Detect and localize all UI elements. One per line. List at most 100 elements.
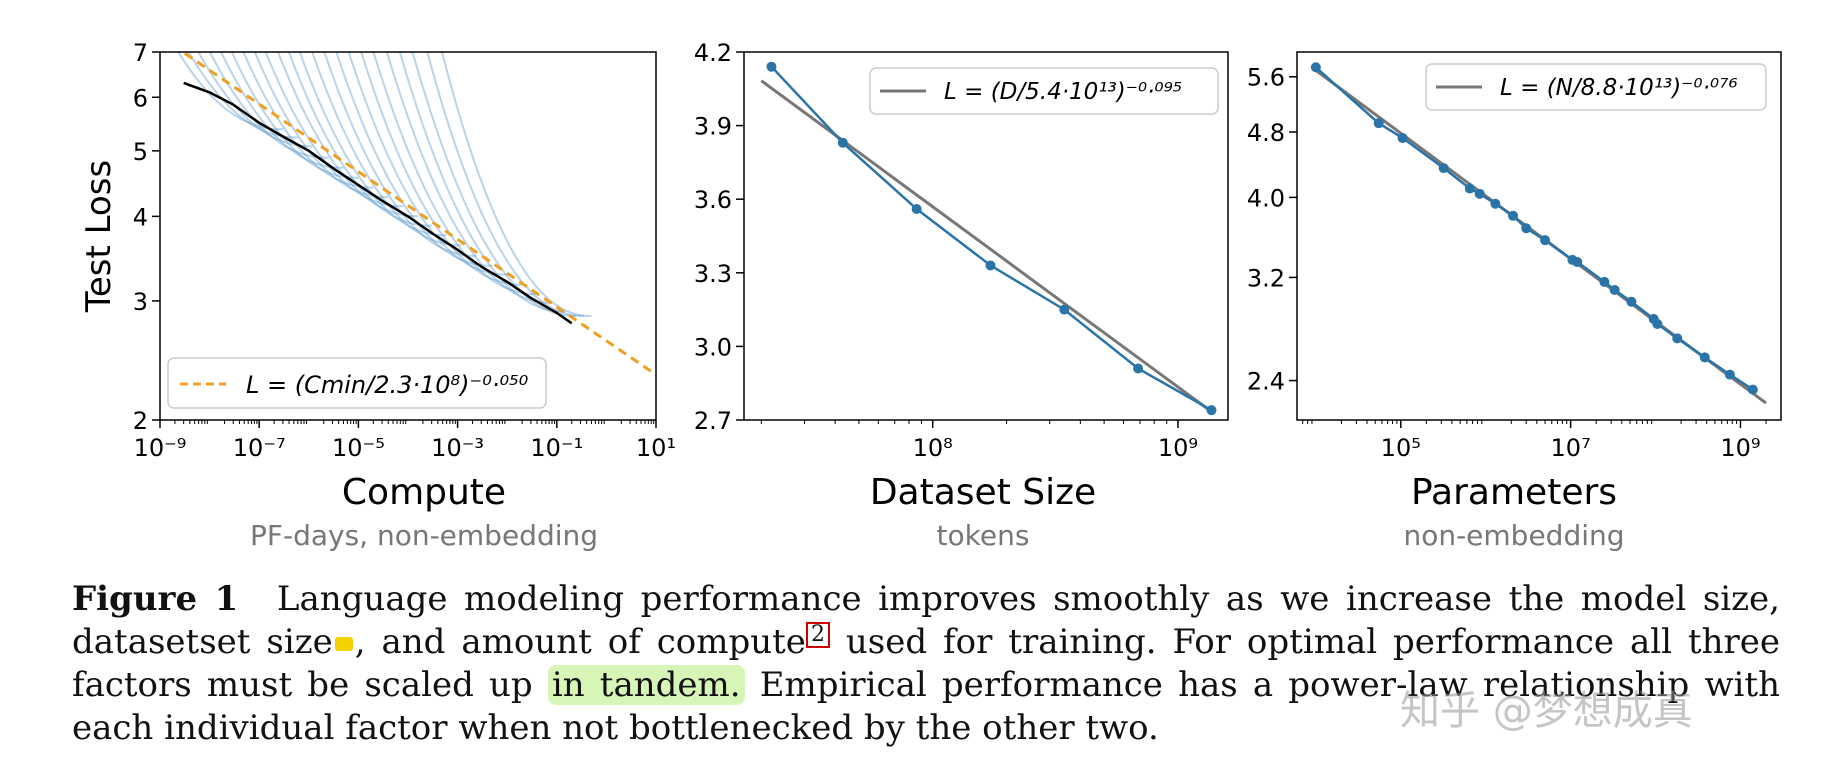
parameters-data-point	[1626, 296, 1637, 307]
parameters-x-tick-label: 10⁷	[1551, 434, 1591, 462]
parameters-data-point	[1521, 223, 1532, 234]
dataset-data-point	[766, 61, 777, 72]
frontier-line	[183, 81, 573, 325]
learning-curve	[177, 52, 283, 131]
learning-curve	[264, 52, 404, 208]
figure-caption: Figure 1 Language modeling performance i…	[72, 579, 1780, 748]
compute-x-tick-label: 10⁻⁷	[233, 434, 286, 462]
comment-icon[interactable]	[334, 637, 353, 651]
parameters-data-point	[1609, 284, 1620, 295]
parameters-legend-box	[1425, 63, 1767, 111]
dataset-data-point	[1059, 304, 1070, 315]
footnote-link[interactable]: 2	[805, 621, 830, 648]
caption-text-4: Empirical performance has a power-law re…	[72, 665, 1780, 748]
dataset-legend-label: L = (D/5.4·10¹³)⁻⁰·⁰⁹⁵	[944, 79, 1182, 105]
parameters-data-point	[1373, 118, 1384, 129]
learning-curve	[335, 52, 493, 267]
parameters-data-point	[1652, 319, 1663, 330]
compute-y-tick-label: 4	[133, 203, 148, 231]
parameters-x-tick-label: 10⁵	[1381, 434, 1421, 462]
parameters-y-ticks: 2.4 3.2 4.0 4.8 5.6	[1247, 64, 1297, 396]
learning-curve	[426, 52, 584, 317]
parameters-data-point	[1464, 183, 1475, 194]
learning-curve	[398, 52, 566, 313]
parameters-data-point	[1724, 369, 1735, 380]
learning-curve	[242, 52, 374, 189]
learning-curve	[311, 52, 462, 247]
dataset-legend: L = (D/5.4·10¹³)⁻⁰·⁰⁹⁵	[869, 67, 1219, 115]
parameters-data-point	[1397, 133, 1408, 144]
compute-learning-curves	[177, 52, 592, 317]
compute-y-tick-label: 7	[133, 39, 148, 67]
compute-x-tick-label: 10⁻⁵	[332, 434, 385, 462]
compute-fit-line	[180, 52, 656, 376]
parameters-series-line	[1314, 66, 1754, 391]
learning-curve	[208, 52, 329, 159]
parameters-data-point	[1474, 188, 1485, 199]
compute-y-tick-label: 5	[133, 138, 148, 166]
dataset-y-tick-label: 3.3	[694, 260, 732, 288]
dataset-x-ticks: 10⁸ 10⁹	[760, 420, 1198, 462]
parameters-data-point	[1747, 384, 1758, 395]
dataset-panel: 10⁸ 10⁹ 2.7 3.0 3.3 3.6 3.9 4.2 L = (D/5.4·10¹…	[694, 39, 1229, 462]
caption-text-3: used for training. For optimal performan…	[72, 622, 1780, 705]
compute-x-tick-label: 10¹	[636, 434, 676, 462]
learning-curve	[411, 52, 577, 317]
dataset-y-ticks: 2.7 3.0 3.3 3.6 3.9 4.2	[694, 39, 744, 435]
dataset-y-tick-label: 4.2	[694, 39, 732, 67]
learning-curve	[372, 52, 538, 296]
parameters-x-ticks: 10⁵ 10⁷ 10⁹	[1302, 420, 1767, 462]
learning-curve	[323, 52, 477, 257]
dataset-data-point	[1206, 405, 1217, 416]
dataset-series	[766, 61, 1217, 416]
highlighted-text[interactable]: in tandem.	[547, 665, 745, 705]
parameters-title: Parameters	[1411, 472, 1617, 513]
dataset-legend-box	[869, 67, 1219, 115]
compute-plot-frame	[159, 51, 657, 421]
parameters-series	[1310, 62, 1758, 395]
learning-curve	[385, 52, 553, 304]
compute-legend-label: L = (Cmin/2.3·10⁸)⁻⁰·⁰⁵⁰	[246, 371, 529, 399]
learning-curve	[220, 52, 344, 169]
parameters-data-point	[1572, 257, 1583, 268]
compute-legend-box	[167, 357, 547, 409]
compute-title: Compute	[342, 472, 506, 513]
dataset-data-point	[985, 260, 996, 271]
parameters-data-point	[1310, 62, 1321, 73]
learning-curve	[187, 52, 298, 139]
parameters-subtitle: non-embedding	[1403, 519, 1624, 552]
compute-y-axis-label: Test Loss	[79, 160, 119, 313]
parameters-data-point	[1508, 210, 1519, 221]
parameters-plot-frame	[1296, 51, 1782, 421]
compute-frontier	[183, 81, 573, 325]
parameters-x-tick-label: 10⁹	[1720, 434, 1760, 462]
compute-y-tick-label: 2	[133, 407, 148, 435]
dataset-x-tick-label: 10⁸	[913, 434, 953, 462]
compute-x-ticks: 10⁻⁹ 10⁻⁷ 10⁻⁵ 10⁻³ 10⁻¹ 10¹	[134, 420, 676, 462]
parameters-data-point	[1438, 163, 1449, 174]
parameters-y-tick-label: 3.2	[1247, 264, 1285, 292]
parameters-y-tick-label: 4.0	[1247, 184, 1285, 212]
parameters-data-point	[1699, 352, 1710, 363]
dataset-subtitle: tokens	[937, 519, 1030, 552]
compute-x-tick-label: 10⁻¹	[530, 434, 583, 462]
compute-power-law-fit	[180, 52, 656, 376]
parameters-y-tick-label: 4.8	[1247, 119, 1285, 147]
dataset-y-tick-label: 3.0	[694, 333, 732, 361]
compute-x-tick-label: 10⁻³	[431, 434, 484, 462]
dataset-title: Dataset Size	[870, 472, 1096, 513]
dataset-y-tick-label: 3.6	[694, 186, 732, 214]
dataset-data-point	[837, 137, 848, 148]
parameters-data-point	[1672, 333, 1683, 344]
parameters-legend-label: L = (N/8.8·10¹³)⁻⁰·⁰⁷⁶	[1500, 75, 1738, 101]
dataset-series-line	[770, 65, 1213, 412]
figure-label: Figure 1	[72, 579, 239, 619]
figure-canvas: 10⁻⁹ 10⁻⁷ 10⁻⁵ 10⁻³ 10⁻¹ 10¹ 2 3 4 5 6 7 Test Loss…	[79, 39, 1782, 552]
learning-curve	[230, 52, 359, 179]
parameters-data-point	[1540, 235, 1551, 246]
learning-curve	[441, 52, 592, 317]
learning-curve	[347, 52, 508, 276]
caption-text-2: and amount of compute	[365, 622, 806, 662]
parameters-y-tick-label: 2.4	[1247, 368, 1285, 396]
dataset-data-point	[911, 204, 922, 215]
